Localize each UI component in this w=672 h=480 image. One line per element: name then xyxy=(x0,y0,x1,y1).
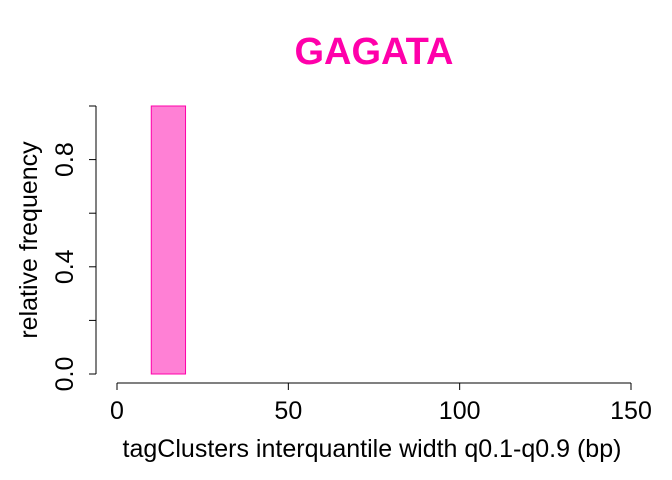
x-tick-label: 50 xyxy=(274,397,302,425)
chart-title: GAGATA xyxy=(294,31,453,73)
y-axis: 0.0 0.4 0.8 xyxy=(51,105,97,392)
y-tick-label: 0.4 xyxy=(51,249,79,284)
y-tick-label: 0.8 xyxy=(51,142,79,177)
histogram-bar xyxy=(150,105,187,375)
x-tick-label: 150 xyxy=(610,397,652,425)
x-tick-label: 0 xyxy=(110,397,124,425)
bars xyxy=(150,105,187,375)
x-axis: 0 50 100 150 xyxy=(110,382,652,425)
y-tick-label: 0.0 xyxy=(51,357,79,392)
x-axis-label: tagClusters interquantile width q0.1-q0.… xyxy=(123,435,622,463)
y-axis-label: relative frequency xyxy=(15,141,43,339)
x-tick-label: 100 xyxy=(439,397,481,425)
